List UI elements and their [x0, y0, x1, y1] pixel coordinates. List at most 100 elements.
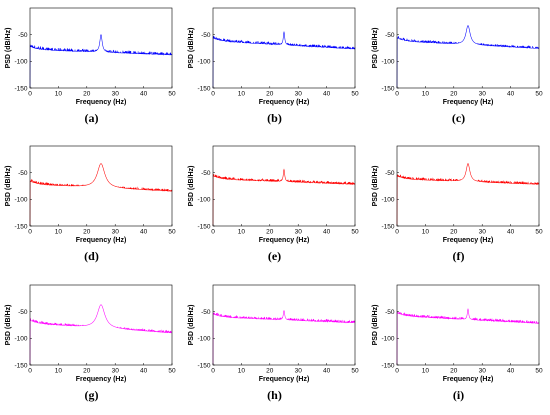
x-tick-label: 50 [535, 229, 543, 236]
plot-frame [29, 145, 173, 227]
plot-frame [29, 7, 173, 89]
y-tick-label: -150 [197, 223, 210, 230]
x-tick-label: 50 [351, 229, 359, 236]
x-tick-label: 50 [535, 91, 543, 98]
x-tick-label: 0 [395, 368, 399, 375]
x-tick-label: 0 [28, 91, 32, 98]
psd-panel-f: 0 10 20 30 40 50 -50 -100 -150 Frequency (Hz) PSD … [367, 138, 550, 276]
subfigure-label: (i) [452, 388, 465, 402]
x-tick-label: 40 [140, 368, 148, 375]
x-tick-label: 40 [507, 229, 515, 236]
psd-panel-e: 0 10 20 30 40 50 -50 -100 -150 Frequency (Hz) PSD … [183, 138, 366, 276]
x-tick-label: 50 [351, 368, 359, 375]
x-tick-label: 0 [395, 91, 399, 98]
psd-panel-g: 0 10 20 30 40 50 -50 -100 -150 Frequency (Hz) PSD … [0, 277, 183, 415]
y-tick-label: -50 [18, 32, 28, 39]
x-tick-label: 10 [422, 368, 430, 375]
y-tick-label: -150 [14, 85, 27, 92]
psd-panel-a: 0 10 20 30 40 50 -50 -100 -150 Frequency (Hz) PSD … [0, 0, 183, 138]
y-tick-label: -100 [381, 59, 394, 66]
x-tick-label: 40 [323, 229, 331, 236]
x-tick-label: 30 [295, 229, 303, 236]
psd-series-line [29, 163, 173, 227]
x-axis-label: Frequency (Hz) [76, 376, 127, 383]
y-tick-label: -50 [201, 170, 211, 177]
x-tick-label: 0 [28, 368, 32, 375]
psd-series-line [212, 168, 356, 227]
y-axis-label: PSD (dB/Hz) [5, 305, 12, 346]
x-tick-label: 20 [450, 91, 458, 98]
x-tick-label: 30 [479, 368, 487, 375]
x-tick-label: 10 [55, 91, 63, 98]
subfigure-label: (c) [451, 111, 466, 125]
y-tick-label: -150 [197, 85, 210, 92]
plot-frame [396, 7, 540, 89]
psd-chart-svg: 0 10 20 30 40 50 -50 -100 -150 Frequency (Hz) PSD … [372, 284, 543, 383]
psd-chart-svg: 0 10 20 30 40 50 -50 -100 -150 Frequency (Hz) PSD … [372, 7, 543, 106]
y-axis-label: PSD (dB/Hz) [372, 166, 379, 207]
x-tick-label: 20 [450, 368, 458, 375]
plot-frame [396, 284, 540, 366]
x-tick-label: 20 [266, 91, 274, 98]
y-tick-label: -150 [14, 223, 27, 230]
x-tick-label: 10 [55, 229, 63, 236]
x-tick-label: 30 [112, 368, 120, 375]
x-tick-label: 10 [238, 368, 246, 375]
y-tick-label: -100 [197, 336, 210, 343]
x-tick-label: 40 [140, 229, 148, 236]
subfigure-label: (g) [84, 388, 99, 402]
x-tick-label: 10 [422, 229, 430, 236]
psd-chart-svg: 0 10 20 30 40 50 -50 -100 -150 Frequency (Hz) PSD … [188, 145, 359, 244]
x-tick-label: 40 [140, 91, 148, 98]
subfigure-label: (h) [267, 388, 282, 402]
x-tick-label: 10 [55, 368, 63, 375]
psd-chart-svg: 0 10 20 30 40 50 -50 -100 -150 Frequency (Hz) PSD … [5, 145, 176, 244]
subfigure-label: (d) [84, 249, 99, 263]
y-tick-label: -100 [381, 197, 394, 204]
x-axis-label: Frequency (Hz) [76, 99, 127, 106]
x-tick-label: 0 [395, 229, 399, 236]
psd-series-line [29, 34, 173, 89]
y-tick-label: -50 [18, 170, 28, 177]
y-tick-label: -150 [381, 362, 394, 369]
x-tick-label: 0 [211, 91, 215, 98]
x-tick-label: 20 [83, 229, 91, 236]
y-axis-label: PSD (dB/Hz) [372, 28, 379, 69]
plot-frame [212, 7, 356, 89]
psd-chart-svg: 0 10 20 30 40 50 -50 -100 -150 Frequency (Hz) PSD … [5, 284, 176, 383]
x-tick-label: 30 [295, 91, 303, 98]
x-axis-label: Frequency (Hz) [443, 99, 494, 106]
psd-panel-i: 0 10 20 30 40 50 -50 -100 -150 Frequency (Hz) PSD … [367, 277, 550, 415]
x-tick-label: 20 [266, 368, 274, 375]
subfigure-label: (f) [452, 249, 465, 263]
x-tick-label: 50 [351, 91, 359, 98]
subfigure-label: (b) [267, 111, 282, 125]
x-axis-label: Frequency (Hz) [443, 237, 494, 244]
x-tick-label: 40 [507, 91, 515, 98]
plot-frame [29, 284, 173, 366]
y-tick-label: -100 [14, 59, 27, 66]
y-tick-label: -50 [18, 309, 28, 316]
x-tick-label: 50 [168, 229, 176, 236]
psd-series-line [212, 309, 356, 366]
y-axis-label: PSD (dB/Hz) [372, 305, 379, 346]
psd-chart-svg: 0 10 20 30 40 50 -50 -100 -150 Frequency (Hz) PSD … [188, 284, 359, 383]
x-tick-label: 20 [266, 229, 274, 236]
y-tick-label: -50 [385, 170, 395, 177]
x-tick-label: 10 [238, 229, 246, 236]
psd-chart-svg: 0 10 20 30 40 50 -50 -100 -150 Frequency (Hz) PSD … [188, 7, 359, 106]
x-tick-label: 30 [295, 368, 303, 375]
y-tick-label: -50 [385, 32, 395, 39]
y-axis-label: PSD (dB/Hz) [188, 305, 195, 346]
x-tick-label: 20 [450, 229, 458, 236]
x-tick-label: 30 [112, 91, 120, 98]
y-tick-label: -100 [197, 197, 210, 204]
y-tick-label: -150 [381, 223, 394, 230]
plot-frame [396, 145, 540, 227]
psd-series-line [29, 304, 173, 366]
x-axis-label: Frequency (Hz) [259, 237, 310, 244]
x-tick-label: 40 [323, 368, 331, 375]
x-tick-label: 50 [168, 368, 176, 375]
psd-panel-b: 0 10 20 30 40 50 -50 -100 -150 Frequency (Hz) PSD … [183, 0, 366, 138]
